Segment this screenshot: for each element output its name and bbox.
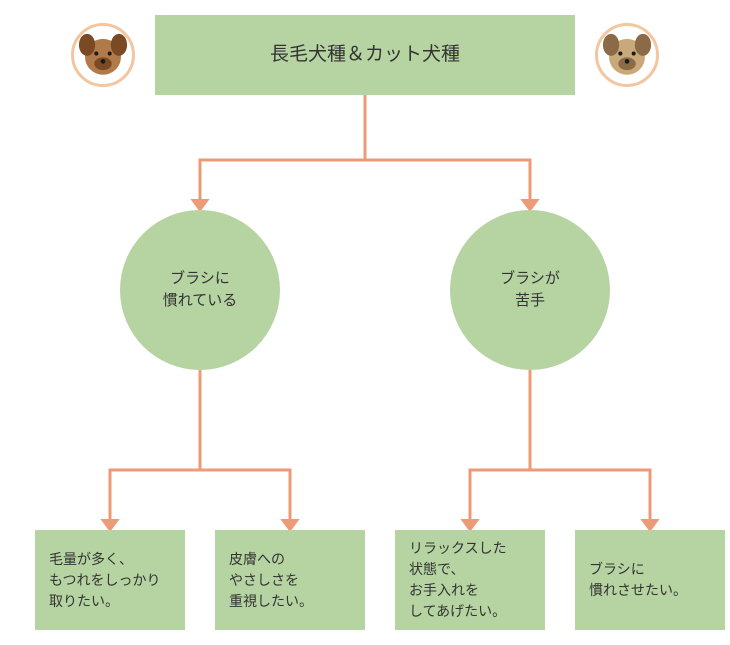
leaf-3: リラックスした 状態で、 お手入れを してあげたい。 <box>395 530 545 630</box>
tree-diagram: 長毛犬種＆カット犬種 ブラシに 慣れている ブラシが 苦手 毛量が多く、 もつれ… <box>0 0 730 645</box>
branch-left-line2: 慣れている <box>163 290 238 313</box>
leaf2-line2: やさしさを <box>229 570 313 591</box>
leaf2-line3: 重視したい。 <box>229 591 313 612</box>
leaf-4: ブラシに 慣れさせたい。 <box>575 530 725 630</box>
leaf3-line2: 状態で、 <box>409 559 507 580</box>
leaf3-line3: お手入れを <box>409 580 507 601</box>
leaf2-line1: 皮膚への <box>229 549 313 570</box>
root-node: 長毛犬種＆カット犬種 <box>155 15 575 95</box>
branch-right-line1: ブラシが <box>500 268 560 291</box>
leaf4-line2: 慣れさせたい。 <box>589 580 687 601</box>
leaf3-line1: リラックスした <box>409 538 507 559</box>
leaf3-line4: してあげたい。 <box>409 601 507 622</box>
branch-right: ブラシが 苦手 <box>450 210 610 370</box>
leaf1-line3: 取りたい。 <box>49 591 160 612</box>
leaf4-line1: ブラシに <box>589 559 687 580</box>
branch-left-line1: ブラシに <box>163 268 238 291</box>
poodle-avatar <box>71 23 135 87</box>
leaf-2: 皮膚への やさしさを 重視したい。 <box>215 530 365 630</box>
branch-left: ブラシに 慣れている <box>120 210 280 370</box>
yorkie-avatar <box>595 23 659 87</box>
branch-right-line2: 苦手 <box>500 290 560 313</box>
leaf1-line1: 毛量が多く、 <box>49 549 160 570</box>
leaf1-line2: もつれをしっかり <box>49 570 160 591</box>
leaf-1: 毛量が多く、 もつれをしっかり 取りたい。 <box>35 530 185 630</box>
root-label: 長毛犬種＆カット犬種 <box>270 41 460 70</box>
